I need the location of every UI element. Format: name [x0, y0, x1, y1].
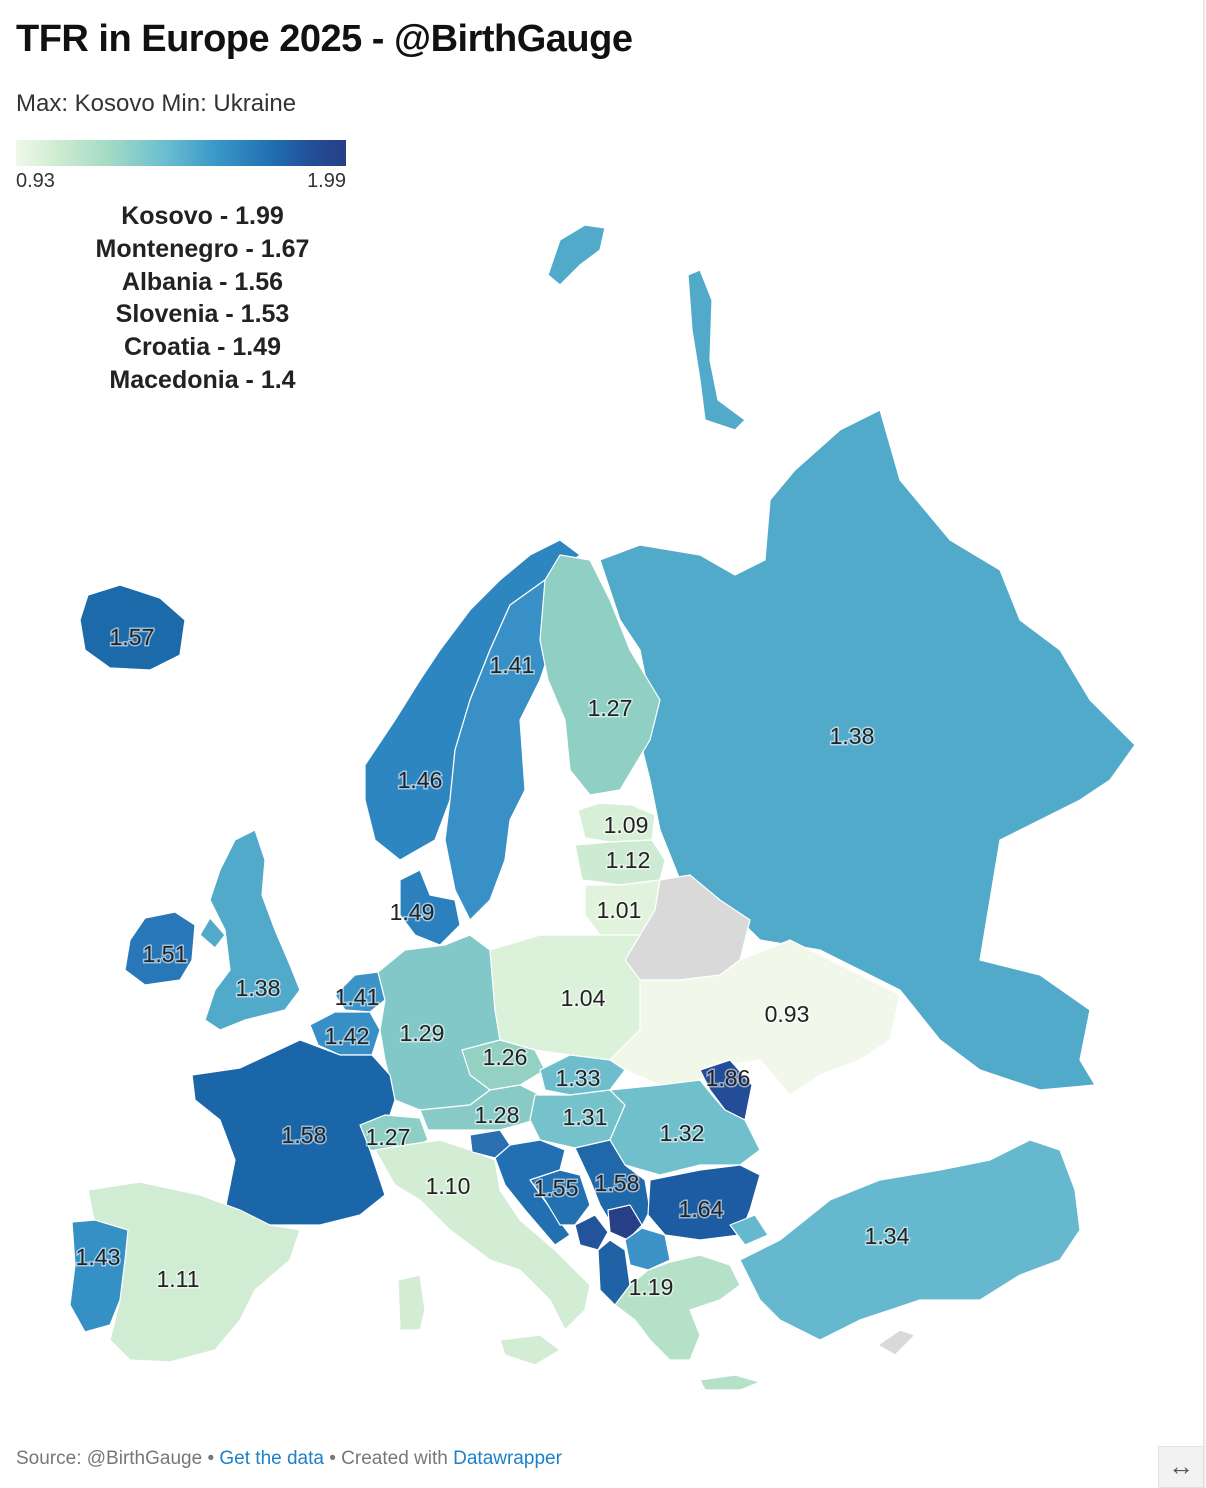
region-macedonia[interactable]	[624, 1227, 671, 1271]
value-label-finland: 1.27	[588, 695, 633, 721]
top-list-item: Montenegro - 1.67	[95, 234, 310, 263]
region-cyprus[interactable]	[877, 1329, 916, 1356]
value-label-serbia: 1.58	[595, 1170, 640, 1196]
region-united-kingdom[interactable]	[199, 917, 226, 949]
region-turkey[interactable]	[729, 1214, 769, 1246]
region-belgium[interactable]	[309, 1011, 381, 1056]
europe-map: 1.38 1.57 1.46 1.41 1.27 1.09 1.12 1.01 1.49 1.51…	[69, 224, 1136, 1391]
region-russia[interactable]	[547, 224, 606, 286]
value-label-spain: 1.11	[156, 1266, 199, 1292]
chart-subtitle: Max: Kosovo Min: Ukraine	[16, 90, 297, 117]
region-montenegro[interactable]	[574, 1214, 609, 1251]
value-label-germany: 1.29	[400, 1020, 445, 1046]
region-sweden[interactable]	[444, 579, 561, 921]
value-label-lithuania: 1.01	[597, 897, 642, 923]
get-data-link[interactable]: Get the data	[219, 1448, 324, 1469]
top-list-item: Kosovo - 1.99	[121, 202, 284, 230]
region-slovakia[interactable]	[539, 1054, 626, 1096]
value-label-greece: 1.19	[629, 1274, 674, 1300]
top-list-item: Slovenia - 1.53	[115, 300, 290, 329]
value-label-poland: 1.04	[561, 985, 606, 1011]
value-label-bulgaria: 1.64	[679, 1196, 724, 1222]
frame-border	[1203, 0, 1205, 1488]
value-label-denmark: 1.49	[390, 899, 435, 925]
value-label-hungary: 1.31	[563, 1104, 608, 1130]
value-label-belgium: 1.42	[325, 1023, 370, 1049]
value-label-croatia: 1.55	[534, 1175, 579, 1201]
value-label-sweden: 1.41	[490, 652, 535, 678]
region-ireland[interactable]	[124, 911, 196, 986]
value-label-norway: 1.46	[398, 767, 443, 793]
value-label-united-kingdom: 1.38	[236, 975, 281, 1001]
value-label-romania: 1.32	[660, 1120, 705, 1146]
source-note: Source: @BirthGauge	[16, 1448, 203, 1469]
value-label-latvia: 1.12	[606, 847, 651, 873]
region-italy[interactable]	[499, 1334, 561, 1366]
value-label-ireland: 1.51	[143, 941, 188, 967]
footer-separator: • Created with	[329, 1448, 448, 1469]
top-countries-list: Kosovo - 1.99 Montenegro - 1.67 Albania …	[20, 200, 385, 397]
value-label-italy: 1.10	[426, 1173, 471, 1199]
value-label-slovakia: 1.33	[556, 1065, 601, 1091]
value-label-czechia: 1.26	[483, 1044, 528, 1070]
value-label-austria: 1.28	[475, 1102, 520, 1128]
region-italy[interactable]	[374, 1139, 591, 1331]
value-label-france: 1.58	[282, 1122, 327, 1148]
region-albania[interactable]	[597, 1239, 631, 1306]
region-finland[interactable]	[539, 554, 661, 796]
region-iceland[interactable]	[79, 584, 186, 671]
region-slovenia[interactable]	[469, 1129, 511, 1159]
region-czechia[interactable]	[461, 1039, 546, 1091]
region-greece[interactable]	[614, 1254, 741, 1361]
region-france[interactable]	[191, 1039, 396, 1226]
top-list-item: Macedonia - 1.4	[109, 365, 296, 394]
region-portugal[interactable]	[69, 1219, 129, 1333]
footer-separator: •	[207, 1448, 215, 1469]
region-turkey[interactable]	[739, 1139, 1081, 1341]
region-denmark[interactable]	[399, 869, 461, 946]
value-label-russia: 1.38	[830, 723, 875, 749]
value-label-iceland: 1.57	[110, 624, 155, 650]
chart-title: TFR in Europe 2025 - @BirthGauge	[16, 18, 633, 60]
region-bosnia-and-herzegovina[interactable]	[529, 1169, 591, 1226]
value-label-estonia: 1.09	[604, 812, 649, 838]
value-label-ukraine: 0.93	[765, 1001, 810, 1027]
legend-max-label: 1.99	[307, 170, 346, 192]
region-italy[interactable]	[397, 1274, 426, 1331]
region-russia[interactable]	[599, 409, 1136, 1091]
region-ukraine[interactable]	[609, 939, 901, 1096]
value-label-switzerland: 1.27	[366, 1124, 411, 1150]
legend-min-label: 0.93	[16, 170, 55, 192]
region-russia[interactable]	[687, 269, 746, 431]
top-list-item: Croatia - 1.49	[123, 333, 281, 362]
value-label-portugal: 1.43	[76, 1244, 121, 1270]
region-greece[interactable]	[699, 1374, 761, 1391]
value-label-moldova: 1.86	[706, 1065, 751, 1091]
region-united-kingdom[interactable]	[204, 829, 301, 1031]
region-latvia[interactable]	[574, 839, 666, 886]
color-legend-bar	[16, 140, 346, 166]
top-list-item: Albania - 1.56	[121, 267, 284, 296]
resize-icon[interactable]: ↔	[1158, 1446, 1204, 1488]
region-estonia[interactable]	[577, 802, 656, 843]
value-label-turkey: 1.34	[865, 1223, 910, 1249]
value-label-netherlands: 1.41	[335, 984, 380, 1010]
datawrapper-link[interactable]: Datawrapper	[453, 1448, 562, 1469]
footer: Source: @BirthGauge • Get the data • Cre…	[16, 1448, 562, 1470]
